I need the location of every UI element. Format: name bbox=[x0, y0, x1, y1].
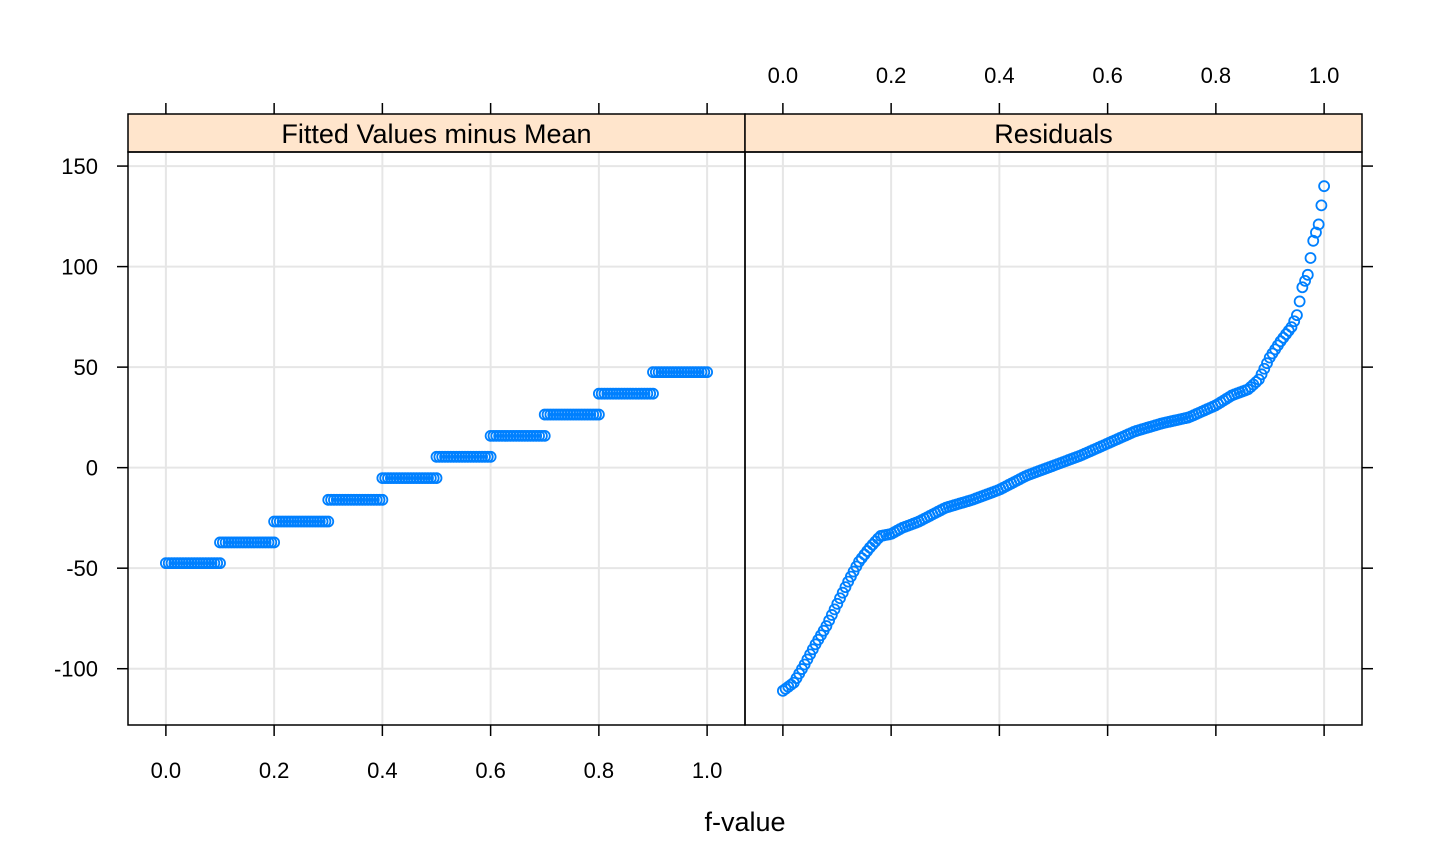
x-tick-label-top-4: 0.8 bbox=[1201, 63, 1232, 88]
y-tick-label-1: -50 bbox=[66, 556, 98, 581]
strip-fitted bbox=[127, 113, 746, 153]
axis-tick-labels: 0.0 0.0 0.2 0.2 0.4 0.4 0.6 0.6 0.8 0.8 1.0 1.0 -100… bbox=[54, 63, 1339, 783]
strip-label-residuals: Residuals bbox=[994, 119, 1113, 149]
strip-label-fitted: Fitted Values minus Mean bbox=[281, 119, 591, 149]
axis-ticks bbox=[117, 103, 1373, 736]
x-axis-title: f-value bbox=[704, 807, 785, 837]
x-tick-label-top-0: 0.0 bbox=[768, 63, 799, 88]
residual-point-23 bbox=[839, 581, 852, 594]
y-tick-label-2: 0 bbox=[86, 456, 98, 481]
fitted-point-7-19 bbox=[592, 408, 605, 421]
x-tick-label-top-3: 0.6 bbox=[1092, 63, 1123, 88]
residual-point-21 bbox=[834, 592, 846, 605]
residual-point-16 bbox=[820, 620, 833, 632]
residual-point-33 bbox=[866, 538, 879, 551]
residual-point-17 bbox=[823, 614, 836, 627]
residual-point-174 bbox=[1250, 376, 1263, 388]
x-tick-label-top-1: 0.2 bbox=[876, 63, 907, 88]
x-tick-label-bottom-1: 0.2 bbox=[259, 758, 290, 783]
grid-right bbox=[745, 152, 1362, 725]
residual-point-197 bbox=[1312, 218, 1325, 231]
residual-point-196 bbox=[1310, 226, 1322, 239]
fitted-point-9-19 bbox=[701, 366, 714, 379]
fitted-point-5-19 bbox=[484, 450, 497, 463]
panel-frame-residuals bbox=[744, 151, 1363, 726]
x-tick-label-bottom-2: 0.4 bbox=[367, 758, 398, 783]
y-tick-label-4: 100 bbox=[61, 255, 98, 280]
x-tick-label-top-5: 1.0 bbox=[1309, 63, 1340, 88]
fitted-point-4-19 bbox=[430, 472, 443, 485]
residual-point-177 bbox=[1258, 362, 1271, 375]
residual-point-194 bbox=[1304, 252, 1317, 264]
residual-point-20 bbox=[831, 597, 844, 610]
strip-residuals bbox=[744, 113, 1363, 153]
x-tick-label-top-2: 0.4 bbox=[984, 63, 1015, 88]
residual-point-18 bbox=[825, 609, 838, 621]
residual-point-190 bbox=[1293, 295, 1306, 308]
residual-point-198 bbox=[1315, 199, 1328, 212]
residual-point-192 bbox=[1299, 274, 1311, 287]
residual-point-191 bbox=[1296, 281, 1309, 294]
fitted-point-1-19 bbox=[268, 536, 281, 549]
fitted-point-0-19 bbox=[214, 557, 226, 570]
residual-point-199 bbox=[1318, 180, 1331, 193]
y-tick-label-0: -100 bbox=[54, 657, 98, 682]
x-tick-label-bottom-4: 0.8 bbox=[584, 758, 615, 783]
y-tick-label-3: 50 bbox=[74, 355, 98, 380]
residual-point-188 bbox=[1288, 315, 1301, 328]
grid-left bbox=[128, 152, 745, 725]
residual-point-22 bbox=[836, 586, 849, 599]
residual-point-193 bbox=[1301, 268, 1314, 281]
fitted-point-6-19 bbox=[538, 429, 551, 442]
residual-point-187 bbox=[1285, 321, 1298, 334]
residual-points bbox=[776, 180, 1331, 697]
fitted-point-8-19 bbox=[647, 387, 659, 400]
fitted-point-2-19 bbox=[322, 515, 335, 528]
residual-point-186 bbox=[1282, 324, 1295, 337]
residual-point-189 bbox=[1291, 309, 1303, 322]
x-tick-label-bottom-0: 0.0 bbox=[151, 758, 182, 783]
residual-point-19 bbox=[828, 603, 841, 616]
y-tick-label-5: 150 bbox=[61, 154, 98, 179]
fitted-points bbox=[159, 366, 714, 570]
residual-point-195 bbox=[1307, 234, 1320, 247]
x-tick-label-bottom-3: 0.6 bbox=[475, 758, 506, 783]
fitted-point-3-19 bbox=[376, 493, 389, 506]
panel-frame-fitted bbox=[127, 151, 746, 726]
x-tick-label-bottom-5: 1.0 bbox=[692, 758, 723, 783]
residual-point-178 bbox=[1261, 357, 1273, 370]
residual-point-176 bbox=[1255, 368, 1268, 381]
